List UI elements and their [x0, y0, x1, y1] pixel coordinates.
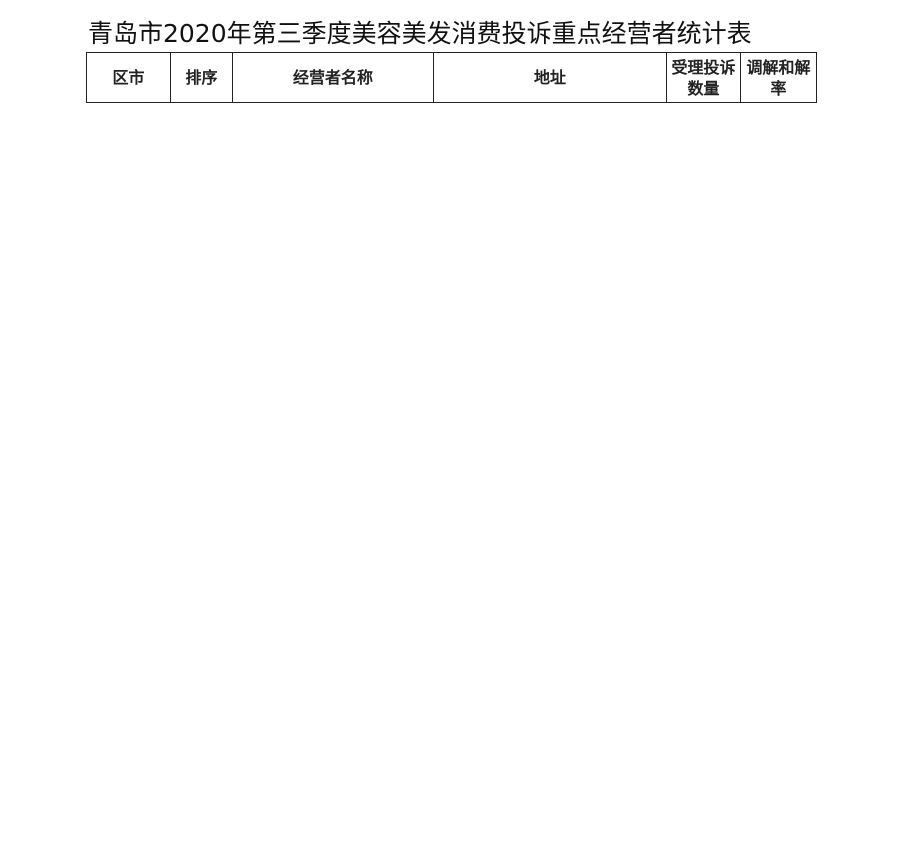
header-count: 受理投诉数量 — [666, 52, 741, 103]
header-row: 区市 排序 经营者名称 地址 受理投诉数量 调解和解率 — [86, 52, 817, 103]
header-rate: 调解和解率 — [740, 52, 817, 103]
header-district: 区市 — [86, 52, 171, 103]
header-address: 地址 — [433, 52, 667, 103]
complaint-table: 区市 排序 经营者名称 地址 受理投诉数量 调解和解率 — [86, 52, 817, 103]
header-rank: 排序 — [170, 52, 233, 103]
page-title: 青岛市2020年第三季度美容美发消费投诉重点经营者统计表 — [88, 19, 752, 48]
header-name: 经营者名称 — [232, 52, 434, 103]
